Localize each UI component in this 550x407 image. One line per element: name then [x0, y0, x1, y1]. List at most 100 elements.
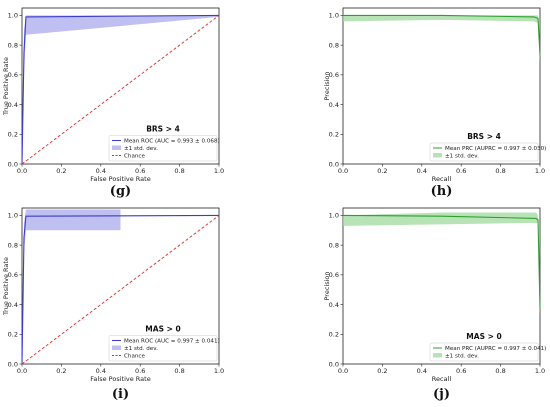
y-tick-label: 0.2	[329, 331, 339, 339]
x-tick-label: 0.2	[377, 167, 387, 175]
y-tick-label: 0.6	[329, 271, 339, 279]
legend-swatch	[112, 145, 121, 150]
y-tick-label: 0.0	[329, 360, 339, 368]
panel-caption: (h)	[431, 184, 453, 199]
x-tick-label: 0.0	[338, 167, 348, 175]
y-axis-label: True Positive Rate	[2, 57, 10, 116]
panel-h: 0.0 0.2 0.4 0.6 0.8 1.0 0.0 0.2 0.4 0.6 0.8 1.0 Reca…	[323, 7, 546, 199]
y-tick-label: 0.4	[329, 301, 339, 309]
y-tick-label: 0.4	[8, 301, 18, 309]
y-tick-label: 1.0	[329, 212, 339, 220]
y-axis-label: Precision	[323, 71, 331, 100]
y-axis-label: Precision	[323, 271, 331, 300]
mean-curve	[21, 214, 220, 365]
x-axis-label: Recall	[432, 375, 452, 383]
x-tick-label: 0.4	[417, 367, 427, 375]
legend-swatch	[433, 153, 442, 158]
std-dev-band	[22, 15, 219, 165]
y-tick-label: 0.4	[329, 101, 339, 109]
x-tick-label: 0.4	[96, 367, 106, 375]
panel-caption: (i)	[112, 387, 129, 402]
y-tick-label: 1.0	[329, 12, 339, 20]
x-axis-label: Recall	[432, 175, 452, 183]
x-tick-label: 0.0	[17, 167, 27, 175]
y-tick-label: 0.8	[8, 241, 18, 249]
legend-label: Mean ROC (AUC = 0.993 ± 0.068)	[124, 139, 220, 145]
chart-title: MAS > 0	[466, 332, 501, 341]
legend-label: Mean PRC (AUPRC = 0.997 ± 0.041)	[445, 346, 546, 352]
x-tick-label: 0.8	[174, 167, 184, 175]
legend: Mean PRC (AUPRC = 0.997 ± 0.041) ±1 std. …	[429, 342, 546, 362]
y-tick-label: 0.2	[8, 131, 18, 139]
x-tick-label: 1.0	[535, 367, 545, 375]
legend-label: Mean PRC (AUPRC = 0.997 ± 0.030)	[445, 146, 546, 152]
y-tick-label: 0.8	[8, 41, 18, 49]
x-tick-label: 0.8	[174, 367, 184, 375]
legend-label: ±1 std. dev.	[445, 154, 479, 160]
chance-line	[21, 215, 220, 365]
mean-curve	[343, 14, 541, 56]
plot-frame	[342, 7, 541, 165]
mean-curve	[21, 14, 220, 165]
x-axis-label: False Positive Rate	[90, 175, 150, 183]
y-tick-label: 1.0	[8, 212, 18, 220]
y-axis-label: True Positive Rate	[2, 257, 10, 316]
x-axis-label: False Positive Rate	[90, 375, 150, 383]
legend: Mean ROC (AUC = 0.997 ± 0.041)±1 std. de…	[108, 335, 220, 362]
legend-label: Chance	[124, 154, 145, 160]
x-tick-label: 0.6	[456, 367, 466, 375]
y-tick-label: 0.6	[8, 271, 18, 279]
legend: Mean PRC (AUPRC = 0.997 ± 0.030) ±1 std. …	[429, 142, 546, 162]
y-tick-label: 0.0	[8, 160, 18, 168]
plot-frame	[21, 207, 220, 365]
x-tick-label: 0.0	[338, 367, 348, 375]
x-tick-label: 1.0	[214, 367, 224, 375]
chart-title: BRS > 4	[146, 125, 180, 134]
std-dev-band	[343, 212, 540, 317]
x-tick-label: 0.6	[135, 167, 145, 175]
legend-box	[108, 135, 218, 162]
panel-caption: (j)	[433, 387, 450, 402]
legend-label: Chance	[124, 354, 145, 360]
legend-label: ±1 std. dev.	[124, 146, 158, 152]
x-tick-label: 0.4	[417, 167, 427, 175]
x-tick-label: 0.4	[96, 167, 106, 175]
x-tick-label: 0.2	[377, 367, 387, 375]
panel-i: 0.0 0.2 0.4 0.6 0.8 1.0 0.0 0.2 0.4 0.6 0.8 1.0 Fals…	[2, 207, 224, 402]
legend-box	[429, 342, 539, 362]
x-tick-label: 0.2	[56, 367, 66, 375]
x-tick-label: 0.8	[495, 167, 505, 175]
y-tick-label: 0.2	[329, 131, 339, 139]
y-tick-label: 0.4	[8, 101, 18, 109]
legend-label: ±1 std. dev.	[124, 346, 158, 352]
legend-swatch	[433, 353, 442, 358]
legend: Mean ROC (AUC = 0.993 ± 0.068)±1 std. de…	[108, 135, 220, 162]
chart-title: MAS > 0	[145, 325, 180, 334]
panel-j: 0.0 0.2 0.4 0.6 0.8 1.0 0.0 0.2 0.4 0.6 0.8 1.0 Reca…	[323, 207, 546, 402]
panel-caption: (g)	[110, 184, 131, 199]
x-tick-label: 0.6	[135, 367, 145, 375]
x-tick-label: 1.0	[535, 167, 545, 175]
std-dev-band	[343, 15, 540, 63]
x-tick-label: 0.6	[456, 167, 466, 175]
y-tick-label: 1.0	[8, 12, 18, 20]
legend-label: Mean ROC (AUC = 0.997 ± 0.041)	[124, 339, 220, 345]
panel-g: 0.0 0.2 0.4 0.6 0.8 1.0 0.0 0.2 0.4 0.6 0.8 1.0 Fals…	[2, 7, 224, 199]
chance-line	[21, 15, 220, 165]
y-tick-label: 0.8	[329, 41, 339, 49]
mean-curve	[342, 214, 541, 310]
legend-box	[429, 142, 539, 162]
std-dev-band	[22, 209, 219, 364]
x-tick-label: 0.0	[17, 367, 27, 375]
chart-title: BRS > 4	[467, 132, 501, 141]
legend-label: ±1 std. dev.	[445, 354, 479, 360]
legend-box	[108, 335, 218, 362]
y-tick-label: 0.2	[8, 331, 18, 339]
legend-swatch	[112, 345, 121, 350]
x-tick-label: 1.0	[214, 167, 224, 175]
plot-frame	[342, 207, 541, 365]
x-tick-label: 0.8	[495, 367, 505, 375]
x-tick-label: 0.2	[56, 167, 66, 175]
y-tick-label: 0.8	[329, 241, 339, 249]
y-tick-label: 0.0	[329, 160, 339, 168]
